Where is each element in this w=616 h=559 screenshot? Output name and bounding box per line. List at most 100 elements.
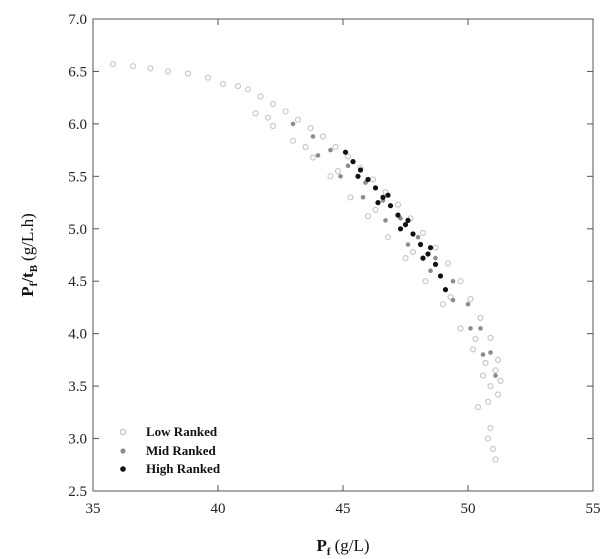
point-low-ranked-5 <box>204 74 212 81</box>
x-tick-label-50: 50 <box>461 501 476 517</box>
point-low-ranked-2 <box>147 65 154 72</box>
y-tick-label-6: 6.0 <box>68 117 87 133</box>
point-low-ranked-51 <box>474 404 482 411</box>
point-low-ranked-33 <box>269 122 277 130</box>
point-high-ranked-4 <box>372 185 379 191</box>
point-high-ranked-12 <box>432 261 439 267</box>
point-mid-ranked-22 <box>480 352 486 357</box>
point-mid-ranked-10 <box>465 302 471 307</box>
x-axis-title-main: P <box>317 536 327 555</box>
point-low-ranked-10 <box>269 100 277 108</box>
point-low-ranked-0 <box>109 60 117 68</box>
x-axis-tick-labels: 35 40 45 50 55 <box>86 501 601 517</box>
point-low-ranked-26 <box>467 296 474 303</box>
y-axis-title: Pf/tB (g/L.h) <box>18 213 40 296</box>
point-high-ranked-15 <box>355 173 361 179</box>
point-low-ranked-39 <box>384 234 392 241</box>
legend: Low Ranked Mid Ranked High Ranked <box>119 424 221 476</box>
x-axis-ticks <box>92 19 594 491</box>
point-mid-ranked-19 <box>428 268 433 274</box>
point-low-ranked-3 <box>164 68 172 75</box>
legend-label-low-ranked: Low Ranked <box>146 424 218 439</box>
point-mid-ranked-17 <box>383 218 388 223</box>
point-high-ranked-18 <box>420 255 426 261</box>
point-low-ranked-22 <box>419 229 427 237</box>
point-high-ranked-1 <box>350 159 356 165</box>
point-high-ranked-2 <box>357 167 364 173</box>
point-low-ranked-30 <box>497 377 504 384</box>
point-high-ranked-11 <box>425 251 431 257</box>
point-high-ranked-14 <box>442 287 449 293</box>
point-low-ranked-12 <box>294 116 302 123</box>
point-mid-ranked-0 <box>290 121 296 127</box>
point-low-ranked-56 <box>409 248 417 255</box>
point-high-ranked-0 <box>342 149 349 155</box>
point-low-ranked-36 <box>327 173 334 180</box>
point-low-ranked-47 <box>487 425 494 432</box>
point-low-ranked-45 <box>479 372 487 379</box>
point-high-ranked-8 <box>402 222 409 228</box>
point-low-ranked-41 <box>422 278 429 285</box>
point-low-ranked-31 <box>494 391 502 398</box>
x-axis-title-unit: (g/L) <box>335 536 370 555</box>
point-low-ranked-37 <box>347 194 354 201</box>
point-mid-ranked-8 <box>433 255 438 261</box>
point-low-ranked-20 <box>394 201 402 208</box>
point-high-ranked-3 <box>365 176 371 183</box>
point-low-ranked-43 <box>457 325 464 332</box>
point-mid-ranked-2 <box>328 147 333 153</box>
point-high-ranked-6 <box>387 203 394 209</box>
legend-label-high-ranked: High Ranked <box>146 461 221 476</box>
point-high-ranked-17 <box>397 226 404 232</box>
point-low-ranked-44 <box>469 346 477 353</box>
point-mid-ranked-21 <box>468 326 473 331</box>
point-high-ranked-7 <box>395 212 401 218</box>
point-mid-ranked-11 <box>478 326 483 331</box>
data-points <box>109 60 504 463</box>
y-axis-title-unit: (g/L.h) <box>18 213 37 261</box>
y-axis-title-main: P <box>18 286 37 296</box>
point-low-ranked-53 <box>302 143 309 151</box>
point-low-ranked-55 <box>372 206 379 213</box>
point-low-ranked-58 <box>472 335 479 342</box>
point-low-ranked-60 <box>487 383 494 390</box>
point-low-ranked-7 <box>234 82 242 90</box>
point-high-ranked-10 <box>417 241 424 248</box>
y-axis-tick-labels: 2.5 3.0 3.5 4.0 4.5 5.0 5.5 6.0 6.5 7.0 <box>68 12 87 500</box>
legend-item-low-ranked: Low Ranked <box>119 424 218 439</box>
y-axis-title-mid: /t <box>18 272 37 284</box>
point-mid-ranked-14 <box>315 153 321 158</box>
legend-label-mid-ranked: Mid Ranked <box>146 443 216 458</box>
point-low-ranked-29 <box>494 356 502 363</box>
point-low-ranked-24 <box>444 260 452 267</box>
point-mid-ranked-1 <box>310 134 316 139</box>
point-low-ranked-9 <box>257 93 264 100</box>
point-low-ranked-52 <box>264 114 272 121</box>
y-axis-title-sub2: B <box>28 264 40 272</box>
point-low-ranked-40 <box>402 255 409 262</box>
series-mid-ranked <box>290 121 498 378</box>
point-low-ranked-34 <box>289 137 297 144</box>
point-low-ranked-23 <box>432 244 439 251</box>
point-low-ranked-61 <box>492 367 499 374</box>
point-high-ranked-16 <box>375 200 381 206</box>
y-tick-label-3.5: 3.5 <box>68 379 87 395</box>
point-low-ranked-59 <box>482 359 489 367</box>
point-mid-ranked-13 <box>493 373 498 378</box>
point-low-ranked-54 <box>334 168 342 175</box>
legend-item-mid-ranked: Mid Ranked <box>120 443 216 458</box>
point-low-ranked-48 <box>489 445 497 453</box>
point-low-ranked-13 <box>307 125 314 132</box>
legend-item-high-ranked: High Ranked <box>120 461 221 476</box>
point-low-ranked-35 <box>309 154 317 161</box>
point-mid-ranked-20 <box>450 297 456 303</box>
point-low-ranked-18 <box>369 176 377 183</box>
point-high-ranked-21 <box>427 245 434 251</box>
point-low-ranked-25 <box>457 278 464 285</box>
point-low-ranked-32 <box>252 110 259 117</box>
point-high-ranked-20 <box>405 217 411 223</box>
y-tick-label-5: 5.0 <box>68 222 87 238</box>
point-low-ranked-42 <box>439 301 447 308</box>
point-low-ranked-49 <box>492 456 499 463</box>
